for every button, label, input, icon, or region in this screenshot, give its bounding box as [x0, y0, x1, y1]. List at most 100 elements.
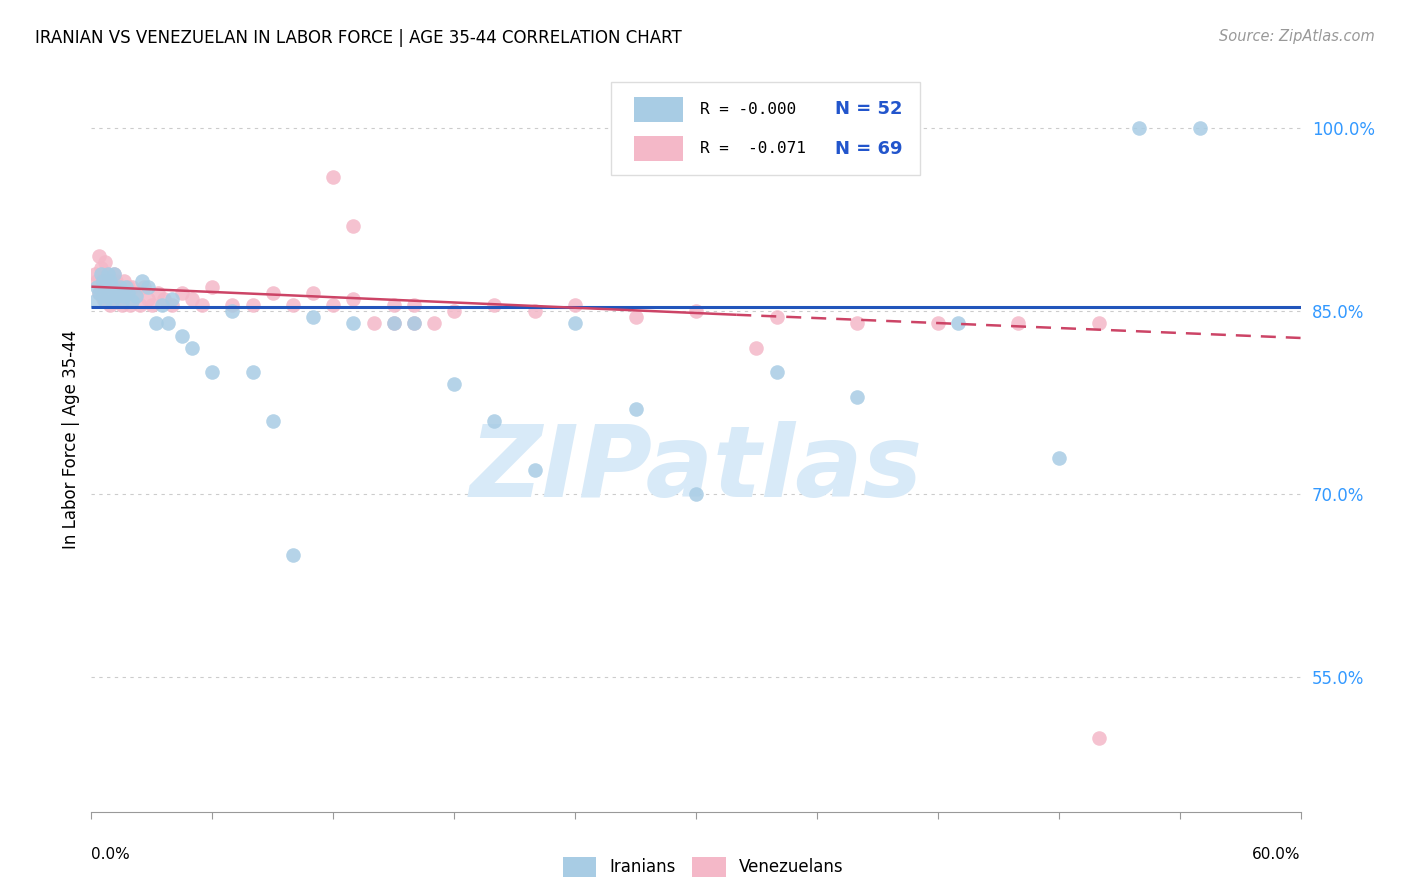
Point	[242, 365, 264, 379]
Point	[685, 487, 707, 501]
Point	[745, 341, 768, 355]
Point	[100, 285, 122, 300]
Y-axis label: In Labor Force | Age 35-44: In Labor Force | Age 35-44	[62, 330, 80, 549]
Point	[423, 316, 446, 330]
Point	[262, 285, 284, 300]
Point	[94, 279, 117, 293]
Point	[382, 298, 405, 312]
Point	[111, 294, 132, 309]
Point	[103, 268, 125, 282]
Point	[145, 316, 167, 330]
Point	[90, 261, 112, 276]
Point	[191, 298, 214, 312]
Point	[846, 316, 869, 330]
Point	[107, 285, 129, 300]
Bar	[634, 96, 683, 122]
Point	[302, 310, 325, 325]
Point	[104, 292, 127, 306]
FancyBboxPatch shape	[612, 82, 920, 175]
Point	[624, 310, 647, 325]
Point	[201, 279, 224, 293]
Point	[150, 298, 173, 312]
Point	[100, 279, 122, 293]
Point	[382, 316, 405, 330]
Point	[946, 316, 969, 330]
Point	[96, 289, 118, 303]
Point	[117, 279, 139, 293]
Point	[484, 414, 506, 428]
Point	[141, 298, 163, 312]
Point	[523, 463, 546, 477]
Point	[322, 169, 344, 184]
Text: IRANIAN VS VENEZUELAN IN LABOR FORCE | AGE 35-44 CORRELATION CHART: IRANIAN VS VENEZUELAN IN LABOR FORCE | A…	[35, 29, 682, 46]
Point	[1047, 450, 1070, 465]
Point	[132, 279, 155, 293]
Point	[96, 268, 118, 282]
Point	[112, 289, 135, 303]
Point	[84, 268, 107, 282]
Point	[1188, 120, 1211, 135]
Point	[114, 285, 136, 300]
Point	[104, 274, 127, 288]
Point	[104, 289, 127, 303]
Point	[86, 274, 108, 288]
Point	[484, 298, 506, 312]
Point	[111, 298, 132, 312]
Point	[927, 316, 949, 330]
Point	[94, 294, 117, 309]
Point	[93, 274, 115, 288]
Point	[281, 549, 304, 563]
Text: Source: ZipAtlas.com: Source: ZipAtlas.com	[1219, 29, 1375, 44]
Point	[100, 294, 122, 309]
Text: N = 69: N = 69	[835, 140, 903, 158]
Point	[93, 292, 115, 306]
Text: 0.0%: 0.0%	[91, 847, 131, 863]
Point	[93, 289, 115, 303]
Point	[564, 316, 586, 330]
Point	[89, 249, 111, 263]
Point	[90, 279, 112, 293]
Point	[322, 298, 344, 312]
Point	[131, 274, 153, 288]
Point	[117, 285, 139, 300]
Point	[86, 279, 108, 293]
Point	[98, 274, 121, 288]
Point	[846, 390, 869, 404]
Point	[685, 304, 707, 318]
Point	[98, 279, 121, 293]
Point	[342, 316, 364, 330]
Point	[128, 298, 150, 312]
Point	[443, 304, 465, 318]
Text: ZIPatlas: ZIPatlas	[470, 421, 922, 517]
Point	[1007, 316, 1029, 330]
Point	[100, 274, 122, 288]
Point	[160, 292, 183, 306]
Point	[108, 279, 131, 293]
Text: R = -0.000: R = -0.000	[700, 102, 796, 117]
Point	[242, 298, 264, 312]
Point	[103, 279, 125, 293]
Point	[118, 298, 141, 312]
Point	[402, 298, 425, 312]
Point	[114, 279, 136, 293]
Point	[564, 298, 586, 312]
Point	[156, 316, 179, 330]
Point	[443, 377, 465, 392]
Point	[363, 316, 385, 330]
Point	[84, 294, 107, 309]
Point	[402, 316, 425, 330]
Point	[146, 285, 169, 300]
Point	[89, 285, 111, 300]
Point	[136, 292, 159, 306]
Point	[382, 316, 405, 330]
Point	[107, 285, 129, 300]
Point	[96, 268, 118, 282]
Point	[765, 365, 787, 379]
Point	[112, 274, 135, 288]
Point	[302, 285, 325, 300]
Point	[90, 268, 112, 282]
Point	[136, 279, 159, 293]
Point	[125, 289, 148, 303]
Point	[181, 341, 204, 355]
Point	[181, 292, 204, 306]
